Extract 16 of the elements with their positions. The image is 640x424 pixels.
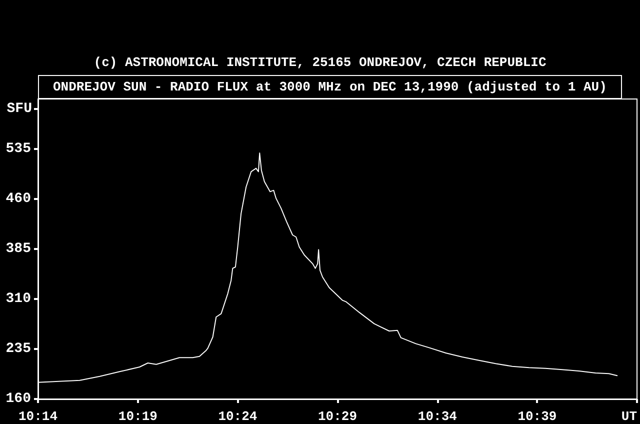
x-tick-label: 10:39 (518, 409, 557, 424)
y-axis-title: SFU (6, 101, 32, 117)
y-tick-label: 535 (6, 141, 31, 157)
chart-title: ONDREJOV SUN - RADIO FLUX at 3000 MHz on DEC 13,1990 (adjusted to 1 AU) (53, 80, 607, 94)
y-tick-label: 160 (6, 391, 31, 407)
x-tick-label: 10:19 (118, 409, 158, 424)
x-tick-label: 10:24 (218, 409, 258, 424)
y-tick-label: 460 (6, 191, 31, 207)
text: (c) ASTRONOMICAL INSTITUTE, 25165 ONDREJOV, CZECH REPUBLIC (94, 55, 546, 70)
y-tick-label: 385 (6, 241, 31, 257)
x-tick-label: 10:29 (318, 409, 358, 424)
y-tick-label: 235 (6, 341, 31, 357)
x-axis-title: UT (621, 409, 638, 424)
x-tick-label: 10:34 (418, 409, 458, 424)
x-tick-label: 10:14 (18, 409, 58, 424)
y-tick-label: 310 (6, 291, 31, 307)
